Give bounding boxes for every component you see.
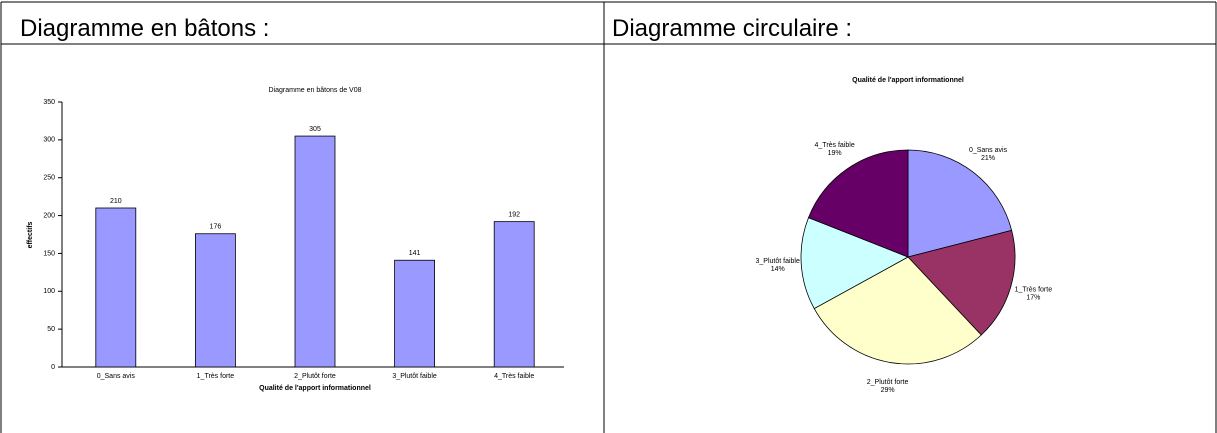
slice-percent: 21% <box>981 155 995 162</box>
pie-slice <box>907 149 1013 258</box>
data-label: 210 <box>110 198 122 205</box>
slice-name: 4_Très faible <box>815 142 855 149</box>
x-tick-label: 2_Plutôt forte <box>294 373 336 380</box>
data-label: 305 <box>309 126 321 133</box>
slice-name: 0_Sans avis <box>969 147 1008 154</box>
data-label: 141 <box>409 250 421 257</box>
y-tick-label: 250 <box>43 175 55 182</box>
chart-title: Diagramme en bâtons de V08 <box>269 87 362 94</box>
bar <box>493 221 535 368</box>
x-tick-label: 3_Plutôt faible <box>392 373 436 380</box>
slice-label: 4_Très faible 19% <box>815 142 855 157</box>
x-axis-label: Qualité de l'apport informationnel <box>259 385 371 392</box>
slice-label: 0_Sans avis 21% <box>969 147 1008 162</box>
slice-name: 3_Plutôt faible <box>756 258 800 265</box>
y-tick-label: 150 <box>43 250 55 257</box>
bar <box>95 207 137 368</box>
y-tick-label: 200 <box>43 212 55 219</box>
bar <box>294 135 336 368</box>
slice-percent: 19% <box>828 150 842 157</box>
y-tick-label: 100 <box>43 288 55 295</box>
heading: Diagramme en bâtons : <box>20 15 269 42</box>
slice-name: 2_Plutôt forte <box>867 379 909 386</box>
y-tick-label: 50 <box>47 326 55 333</box>
pie-slice <box>807 149 909 258</box>
data-label: 192 <box>508 211 520 218</box>
chart-title: Qualité de l'apport informationnel <box>852 77 964 84</box>
pie-slice <box>813 256 982 365</box>
bar <box>394 259 436 368</box>
slice-label: 3_Plutôt faible 14% <box>756 258 800 273</box>
slice-label: 2_Plutôt forte 29% <box>867 379 909 394</box>
y-tick-label: 300 <box>43 137 55 144</box>
slice-label: 1_Très forte 17% <box>1015 286 1053 301</box>
slice-percent: 17% <box>1026 294 1040 301</box>
x-tick-label: 1_Très forte <box>197 373 235 380</box>
bar <box>194 233 236 368</box>
y-tick-label: 0 <box>51 364 55 371</box>
y-tick-label: 350 <box>43 99 55 106</box>
slice-percent: 29% <box>881 387 895 394</box>
pie-slice <box>907 229 1016 336</box>
slice-percent: 14% <box>771 266 785 273</box>
pie-slice <box>800 217 909 310</box>
data-label: 176 <box>210 224 222 231</box>
x-tick-label: 4_Très faible <box>494 373 534 380</box>
heading: Diagramme circulaire : <box>612 15 852 42</box>
slice-name: 1_Très forte <box>1015 286 1053 293</box>
y-axis-label: effectifs <box>27 221 34 248</box>
x-tick-label: 0_Sans avis <box>97 373 136 380</box>
